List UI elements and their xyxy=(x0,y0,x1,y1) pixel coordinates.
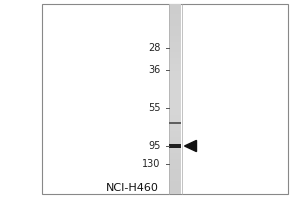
Bar xyxy=(169,156,181,159)
Bar xyxy=(169,150,181,153)
Bar xyxy=(169,93,181,96)
Bar xyxy=(169,36,181,39)
Bar xyxy=(169,191,181,194)
Bar xyxy=(169,14,181,17)
Bar xyxy=(169,188,181,191)
FancyBboxPatch shape xyxy=(42,4,288,194)
Bar xyxy=(169,122,181,124)
Bar xyxy=(169,153,181,156)
Bar xyxy=(169,137,181,140)
Bar xyxy=(169,128,181,131)
Bar xyxy=(169,70,181,74)
Bar xyxy=(169,77,181,80)
Bar xyxy=(169,121,181,124)
Bar xyxy=(169,159,181,162)
Bar xyxy=(169,58,181,61)
Bar xyxy=(169,7,181,10)
Bar xyxy=(169,48,181,51)
Bar xyxy=(169,162,181,166)
Bar xyxy=(169,67,181,71)
Text: 36: 36 xyxy=(148,65,160,75)
Text: 28: 28 xyxy=(148,43,160,53)
Polygon shape xyxy=(184,140,196,152)
Bar xyxy=(169,20,181,23)
Bar xyxy=(169,55,181,58)
Bar xyxy=(169,64,181,67)
Bar xyxy=(169,74,181,77)
Bar xyxy=(169,124,181,128)
Bar xyxy=(169,23,181,26)
Text: NCI-H460: NCI-H460 xyxy=(106,183,158,193)
Bar xyxy=(169,108,181,112)
Bar xyxy=(169,83,181,86)
Bar xyxy=(169,32,181,36)
Bar xyxy=(169,112,181,115)
Bar xyxy=(169,184,181,188)
Bar xyxy=(169,102,181,105)
Bar xyxy=(169,131,181,134)
Bar xyxy=(169,90,181,93)
Bar xyxy=(169,115,181,118)
Bar xyxy=(169,178,181,181)
Bar xyxy=(169,86,181,90)
Bar xyxy=(169,42,181,45)
Bar xyxy=(169,143,181,146)
Bar xyxy=(169,181,181,184)
Bar xyxy=(169,118,181,121)
Bar xyxy=(169,26,181,29)
Bar xyxy=(169,96,181,99)
Bar xyxy=(169,51,181,55)
Text: 55: 55 xyxy=(148,103,161,113)
Bar xyxy=(169,45,181,48)
Bar xyxy=(169,29,181,33)
Bar xyxy=(169,166,181,169)
Text: 130: 130 xyxy=(142,159,160,169)
Bar xyxy=(169,144,181,148)
Bar xyxy=(169,17,181,20)
Bar xyxy=(169,80,181,83)
Bar xyxy=(169,169,181,172)
Bar xyxy=(169,105,181,108)
Bar xyxy=(169,99,181,102)
Bar xyxy=(169,61,181,64)
Bar xyxy=(169,140,181,143)
Bar xyxy=(169,10,181,14)
Bar xyxy=(169,134,181,137)
Bar xyxy=(169,4,181,7)
Bar xyxy=(169,175,181,178)
Bar xyxy=(169,146,181,150)
Text: 95: 95 xyxy=(148,141,160,151)
Bar xyxy=(169,39,181,42)
Bar xyxy=(169,172,181,175)
